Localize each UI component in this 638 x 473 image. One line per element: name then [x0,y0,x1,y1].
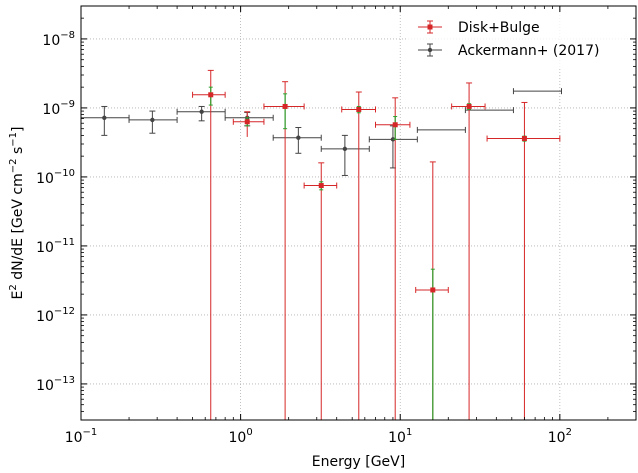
legend-item-ackermann: Ackermann+ (2017) [418,43,599,59]
disk-bulge-marker [356,106,362,112]
legend-label-ackermann: Ackermann+ (2017) [458,43,599,59]
y-tick-label: 10−11 [36,237,75,256]
y-tick-label: 10−13 [36,375,75,394]
ackermann-marker [150,117,155,123]
disk-bulge-marker [466,103,472,109]
disk-bulge-point [451,82,486,420]
x-tick-label: 10−1 [65,427,98,446]
y-label-mid2: s [10,147,26,159]
ackermann-marker [342,146,348,152]
legend: Disk+Bulge Ackermann+ (2017) [408,12,630,68]
ackermann-marker [296,135,301,140]
disk-bulge-marker [318,183,324,189]
series-layer [80,69,562,421]
y-label-main: E [10,291,26,300]
axis-ticks: 10−1 100 101 102 10−13 10−12 10−11 10−10 10−9 10−… [36,6,636,446]
disk-bulge-point [303,162,338,420]
y-tick-label: 10−8 [42,30,75,49]
ackermann-marker [199,109,204,114]
ackermann-point [80,105,130,136]
legend-label-disk-bulge: Disk+Bulge [458,20,540,36]
disk-bulge-point [375,97,411,420]
y-label-sup1: 2 [8,284,19,290]
y-label-sup3: −1 [8,132,19,147]
disk-bulge-point [232,111,265,137]
disk-bulge-marker [282,103,288,109]
legend-marker-disk-bulge [427,24,433,30]
y-label-sup2: −2 [8,158,19,173]
y-tick-label: 10−9 [42,99,75,118]
x-tick-label: 100 [229,427,253,446]
ackermann-point [272,127,322,154]
legend-item-disk-bulge: Disk+Bulge [418,20,540,36]
disk-bulge-marker [208,92,214,98]
ackermann-point [464,107,514,114]
y-label-end: ] [10,127,26,132]
disk-bulge-marker [521,136,527,142]
ackermann-marker [102,115,107,120]
ackermann-point [128,110,178,134]
disk-bulge-marker [392,122,398,128]
x-axis-label: Energy [GeV] [312,454,405,470]
ackermann-point [320,134,370,176]
y-label-mid: dN/dE [GeV cm [10,173,26,284]
disk-bulge-point [486,101,561,420]
disk-bulge-point [341,91,377,420]
disk-bulge-point [192,69,226,420]
y-tick-label: 10−12 [36,306,75,325]
x-tick-label: 101 [388,427,412,446]
disk-bulge-marker [430,287,436,293]
ackermann-point [368,125,418,169]
y-axis-label: E2 dN/dE [GeV cm−2 s−1] [8,127,26,300]
legend-background [408,12,630,68]
ackermann-point [176,105,226,122]
ackermann-marker [390,137,396,142]
disk-bulge-point [263,81,305,420]
ackermann-point [512,88,562,95]
y-tick-label: 10−10 [36,168,75,187]
disk-bulge-point [415,161,449,421]
ackermann-point [416,126,466,133]
x-tick-label: 102 [548,427,572,446]
legend-marker-ackermann [427,47,433,53]
disk-bulge-marker [244,119,250,125]
